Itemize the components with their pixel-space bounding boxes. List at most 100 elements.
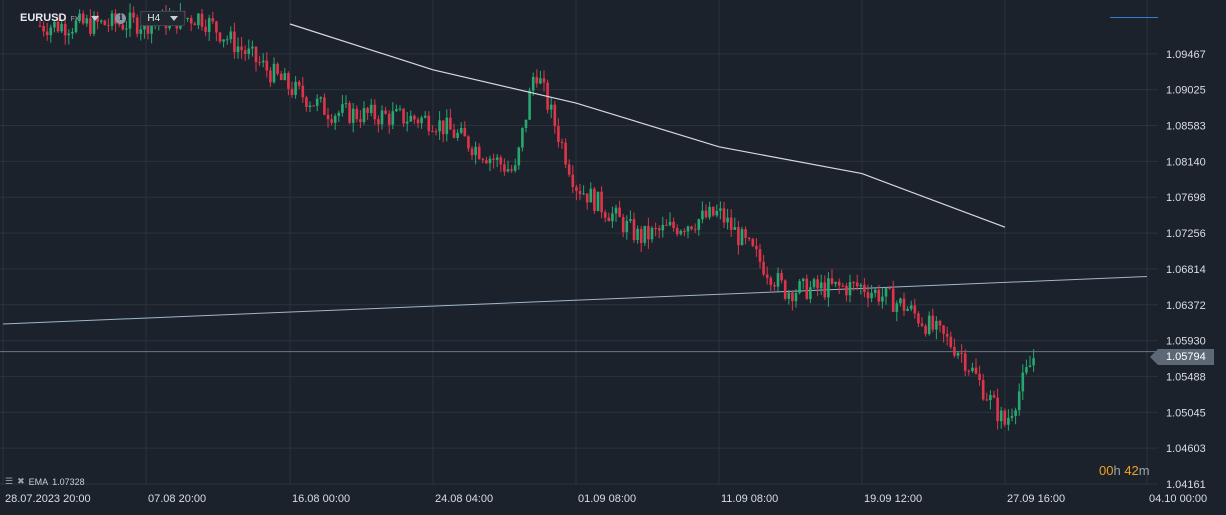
candle-body bbox=[49, 27, 53, 36]
candle-body bbox=[567, 164, 571, 175]
candle-body bbox=[884, 287, 888, 297]
ema-path bbox=[289, 23, 1006, 228]
candle-body bbox=[456, 132, 459, 138]
candle-body bbox=[794, 292, 798, 302]
candle-body bbox=[279, 73, 283, 81]
candle-body bbox=[848, 282, 852, 296]
candle-body bbox=[999, 410, 1003, 422]
candle-body bbox=[427, 115, 431, 132]
candle-body bbox=[323, 97, 326, 115]
candle-body bbox=[1017, 391, 1021, 411]
candle-body bbox=[582, 193, 585, 195]
candle-body bbox=[139, 29, 143, 34]
candle-body bbox=[441, 120, 445, 135]
ema-line bbox=[289, 23, 1006, 228]
candle-body bbox=[125, 28, 128, 30]
candle-body bbox=[132, 12, 135, 18]
close-icon[interactable]: ✖ bbox=[17, 476, 25, 486]
candle-body bbox=[488, 158, 492, 164]
candle-body bbox=[614, 207, 618, 214]
candle-body bbox=[607, 217, 611, 222]
candle-body bbox=[974, 367, 978, 374]
candle-body bbox=[960, 352, 963, 354]
candle-body bbox=[920, 323, 924, 326]
candle-body bbox=[315, 98, 319, 106]
candle-body bbox=[769, 277, 773, 286]
candle-body bbox=[301, 85, 305, 98]
price-tick-label: 1.05045 bbox=[1166, 407, 1206, 419]
candle-body bbox=[733, 227, 737, 230]
candle-body bbox=[38, 25, 42, 27]
candle-body bbox=[297, 81, 301, 86]
candle-body bbox=[942, 325, 945, 334]
candle-body bbox=[431, 131, 434, 133]
symbol-dropdown-chevron-icon[interactable] bbox=[91, 15, 100, 21]
candle-body bbox=[989, 395, 992, 401]
price-tick-label: 1.04161 bbox=[1166, 479, 1206, 491]
candle-body bbox=[956, 352, 960, 356]
timeframe-select[interactable]: H4 bbox=[140, 10, 186, 26]
candle-body bbox=[287, 73, 290, 89]
candle-body bbox=[557, 126, 560, 142]
price-tick-label: 1.06372 bbox=[1166, 300, 1206, 312]
candle-body bbox=[348, 103, 351, 123]
time-tick-label: 16.08 00:00 bbox=[292, 493, 350, 505]
candle-body bbox=[63, 23, 67, 36]
candle-body bbox=[78, 13, 81, 21]
candle-body bbox=[578, 190, 582, 195]
candle-body bbox=[337, 112, 341, 116]
time-axis[interactable]: 28.07.2023 20:00 07.08 20:00 16.08 00:00 24… bbox=[5, 493, 1207, 505]
price-tick-label: 1.05488 bbox=[1166, 371, 1206, 383]
candle-body bbox=[434, 131, 438, 133]
candle-body bbox=[405, 121, 409, 124]
candle-body bbox=[830, 278, 834, 284]
candle-body bbox=[330, 119, 333, 123]
time-tick-label: 04.10 00:00 bbox=[1149, 493, 1207, 505]
candle-body bbox=[837, 281, 841, 286]
candle-body bbox=[110, 13, 114, 26]
candle-body bbox=[737, 227, 740, 246]
candle-body bbox=[585, 193, 589, 203]
candle-body bbox=[53, 21, 56, 28]
candle-body bbox=[805, 278, 809, 299]
price-axis[interactable]: 1.09467 1.09025 1.08583 1.08140 1.07698 1.072… bbox=[1166, 49, 1206, 491]
candle-body bbox=[542, 78, 546, 83]
candle-body bbox=[751, 239, 755, 246]
candle-body bbox=[693, 229, 697, 231]
candle-body bbox=[423, 115, 427, 118]
candle-body bbox=[445, 117, 449, 135]
price-tick-label: 1.09025 bbox=[1166, 85, 1206, 97]
candle-body bbox=[852, 282, 855, 284]
candle-body bbox=[963, 353, 967, 371]
candle-body bbox=[351, 108, 355, 123]
market-tag: FX bbox=[70, 15, 80, 23]
candle-body bbox=[438, 120, 441, 132]
indicator-settings-icon[interactable]: ☰ bbox=[5, 476, 14, 486]
candle-body bbox=[506, 169, 510, 172]
candle-body bbox=[409, 115, 413, 122]
candle-body bbox=[531, 76, 535, 91]
candle-body bbox=[780, 273, 783, 281]
symbol-label[interactable]: EURUSD bbox=[20, 12, 67, 24]
candle-body bbox=[949, 336, 953, 348]
price-tick-label: 1.06814 bbox=[1166, 264, 1206, 276]
candle-body bbox=[823, 282, 827, 298]
indicator-legend[interactable]: ☰ ✖ EMA 1.07328 bbox=[5, 476, 85, 487]
candle-body bbox=[359, 119, 362, 123]
candle-body bbox=[560, 141, 564, 143]
timeframe-label: H4 bbox=[147, 12, 161, 24]
candle-body bbox=[463, 128, 467, 137]
candle-body bbox=[672, 221, 675, 228]
candle-body bbox=[377, 119, 380, 125]
candle-body bbox=[618, 207, 621, 218]
candle-body bbox=[1021, 372, 1025, 392]
time-tick-label: 27.09 16:00 bbox=[1007, 493, 1065, 505]
candle-body bbox=[596, 191, 600, 212]
candle-body bbox=[420, 117, 423, 124]
candle-body bbox=[1007, 417, 1010, 425]
info-icon[interactable]: i bbox=[115, 12, 127, 24]
candle-body bbox=[902, 298, 906, 311]
candle-body bbox=[816, 279, 819, 289]
candle-body bbox=[593, 188, 596, 212]
